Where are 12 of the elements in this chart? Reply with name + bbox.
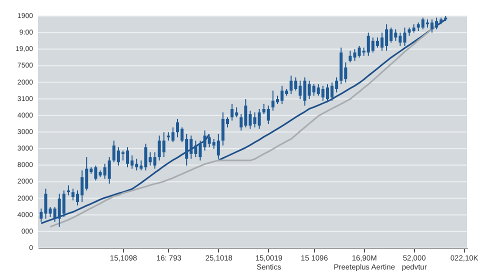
candlestick bbox=[171, 126, 174, 143]
candlestick bbox=[290, 75, 293, 95]
candlestick bbox=[153, 152, 156, 170]
candlestick bbox=[258, 108, 261, 130]
candlestick bbox=[108, 156, 111, 184]
candlestick bbox=[176, 118, 180, 138]
candlestick bbox=[162, 132, 166, 158]
candlestick bbox=[66, 184, 70, 196]
candlestick bbox=[62, 190, 66, 218]
candlestick bbox=[230, 103, 234, 122]
candlestick bbox=[266, 105, 270, 124]
candlestick bbox=[348, 50, 352, 63]
